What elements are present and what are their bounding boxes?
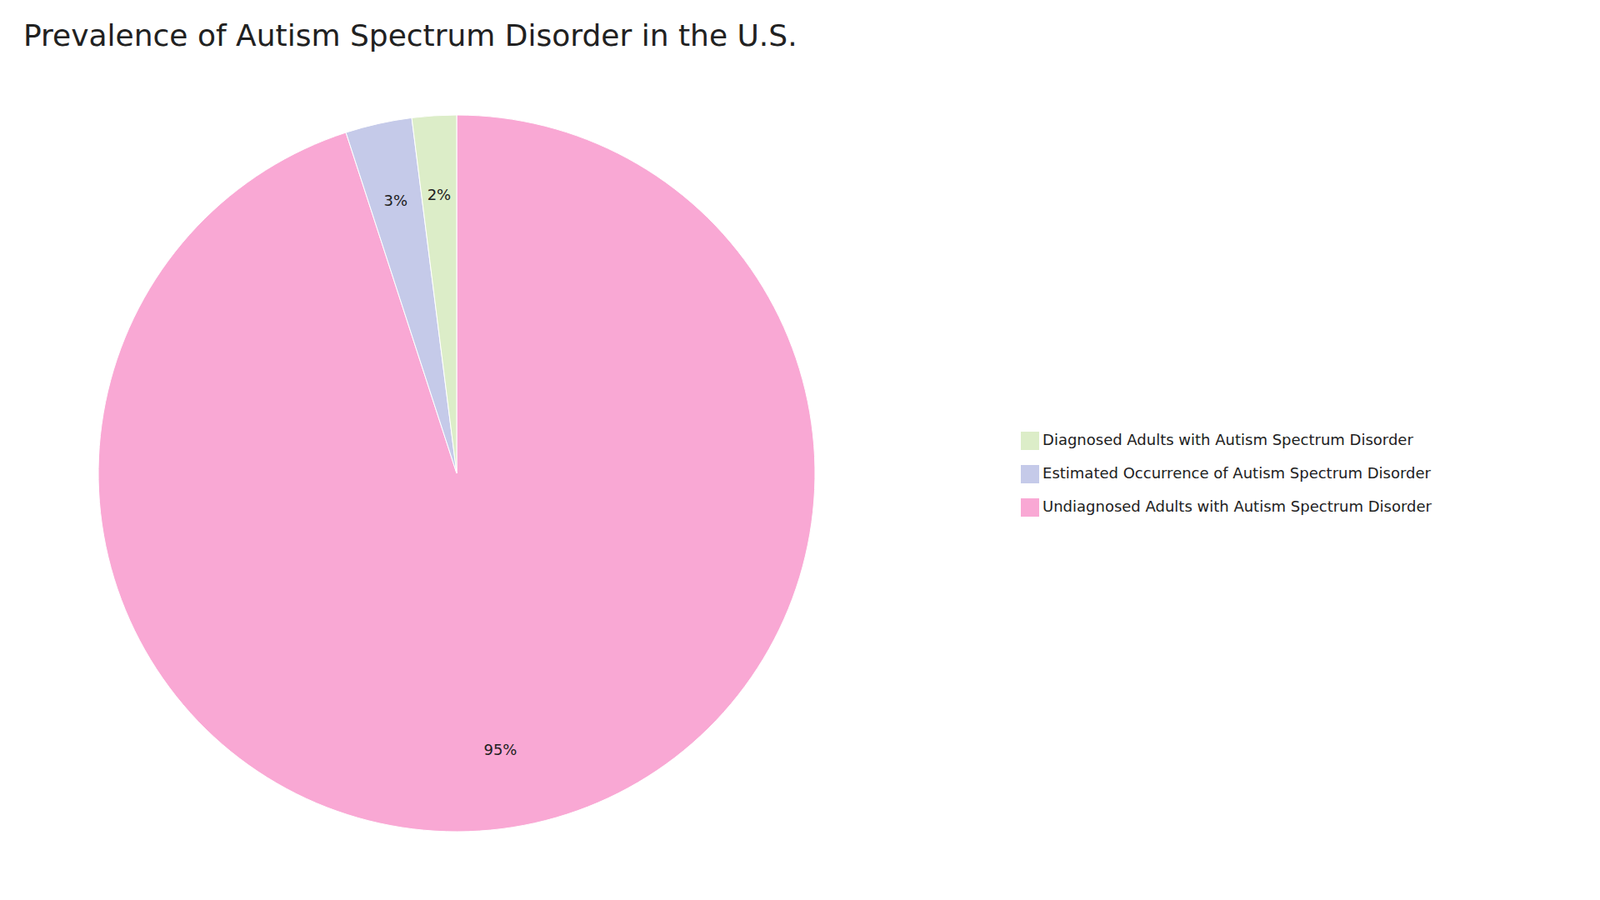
svg-text:3%: 3% [384, 191, 409, 210]
html-text:Prevalence of Autism Spectrum: Prevalence of Autism Spectrum Disorder i… [23, 18, 798, 53]
svg-text:2%: 2% [427, 185, 452, 204]
html-text:Estimated Occurrence of Autism: Estimated Occurrence of Autism Spectrum … [1042, 464, 1431, 482]
html-text:Diagnosed Adults with Autism S: Diagnosed Adults with Autism Spectrum Di… [1042, 430, 1414, 449]
html-text:Undiagnosed Adults with Autism: Undiagnosed Adults with Autism Spectrum … [1042, 497, 1432, 515]
svg-text:95%: 95% [483, 740, 517, 759]
